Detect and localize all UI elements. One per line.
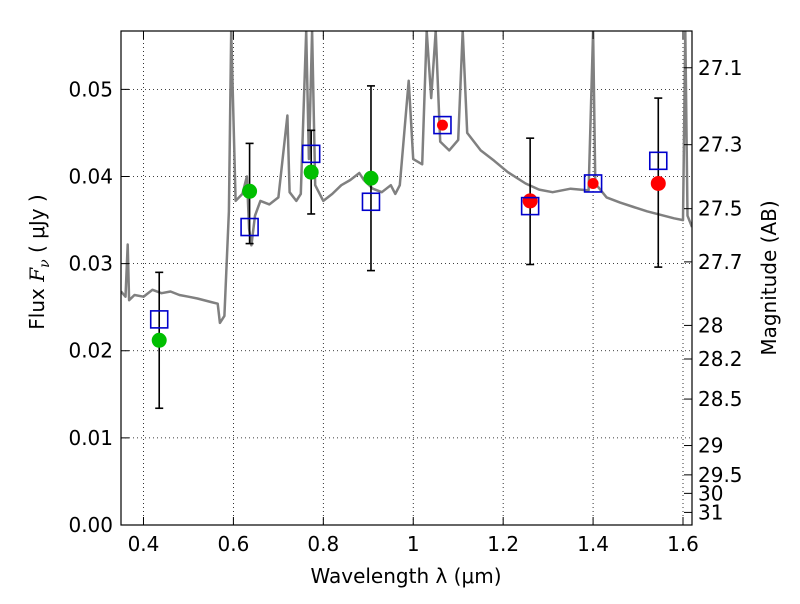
model-square — [361, 192, 381, 212]
mag-tick-label: 28 — [698, 313, 723, 337]
mag-tick-label: 27.7 — [698, 250, 743, 274]
model-square — [433, 115, 452, 135]
mag-tick-label: 29.5 — [698, 463, 743, 487]
observed-point-green — [303, 164, 319, 180]
mag-tick-label: 27.3 — [698, 133, 743, 157]
observed-point-red — [587, 177, 599, 189]
observed-point-red — [650, 175, 666, 191]
y-axis-title-prefix: Flux — [25, 282, 49, 330]
plot-frame — [120, 30, 693, 526]
model-square — [520, 196, 540, 216]
y-tick-label: 0.05 — [68, 77, 113, 101]
y-axis-title-sub: ν — [37, 259, 53, 268]
y-axis-title-var: F — [25, 267, 49, 283]
ticks-layer — [121, 31, 692, 526]
y-tick-label: 0.00 — [68, 513, 113, 537]
mag-tick-label: 27.5 — [698, 197, 743, 221]
y-tick-label: 0.04 — [68, 164, 113, 188]
mag-tick-label: 28.2 — [698, 347, 743, 371]
y-tick-label: 0.03 — [68, 252, 113, 276]
x-tick-label: 1.6 — [667, 532, 699, 556]
tick-labels: 0.4 0.6 0.8 1 1.2 1.4 1.6 0.00 0.01 0.02 0.03 0.04 0… — [68, 56, 742, 556]
x-tick-label: 0.6 — [217, 532, 249, 556]
mag-tick-label: 29 — [698, 434, 723, 458]
y-axis-title-unit: ( μJy ) — [25, 194, 49, 259]
model-square — [149, 310, 169, 329]
x-tick-label: 0.4 — [128, 532, 160, 556]
points-layer — [149, 115, 668, 348]
observed-point-green — [242, 183, 258, 199]
y-tick-label: 0.01 — [68, 426, 113, 450]
model-square — [648, 151, 668, 171]
errorbar-layer — [155, 85, 663, 410]
x-tick-label: 1.4 — [577, 532, 609, 556]
model-square — [240, 217, 259, 237]
x-tick-label: 1.2 — [487, 532, 519, 556]
y-tick-label: 0.02 — [68, 339, 113, 363]
mag-tick-label: 27.1 — [698, 56, 743, 80]
y-axis-title-left: Flux Fν ( μJy ) — [25, 194, 53, 329]
model-square — [301, 144, 321, 164]
mag-tick-label: 31 — [698, 500, 723, 524]
observed-point-green — [363, 170, 379, 186]
spectrum-layer — [121, 31, 692, 325]
model-square — [583, 174, 603, 193]
observed-point-green — [151, 332, 167, 348]
x-tick-label: 1 — [407, 532, 420, 556]
y-axis-title-right: Magnitude (AB) — [757, 200, 781, 355]
observed-point-red — [522, 193, 538, 209]
observed-point-red — [436, 119, 448, 131]
x-axis-title: Wavelength λ (μm) — [310, 564, 501, 588]
spectrum-line — [121, 31, 692, 325]
x-tick-label: 0.8 — [307, 532, 339, 556]
mag-tick-label: 28.5 — [698, 387, 743, 411]
mag-tick-label: 30 — [698, 481, 723, 505]
